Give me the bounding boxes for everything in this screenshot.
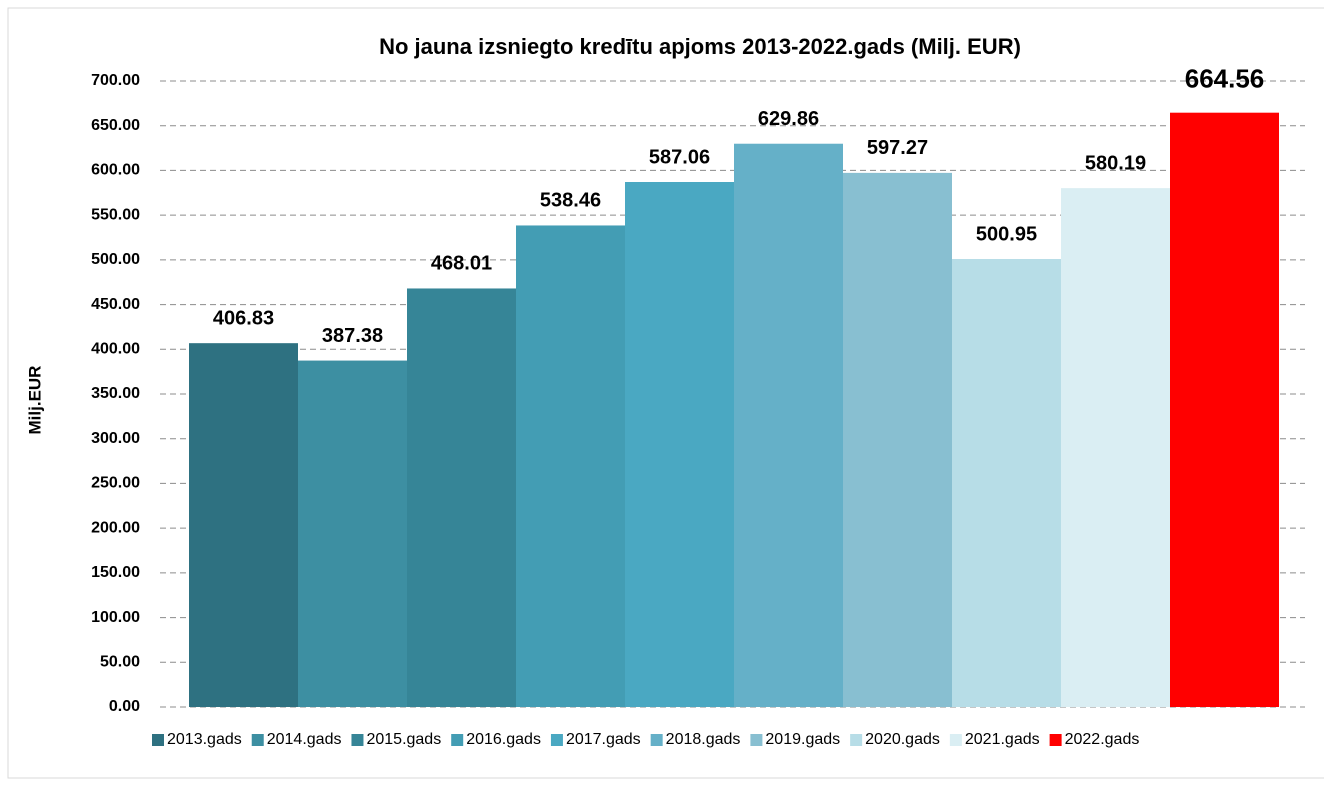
data-label: 664.56 <box>1185 64 1265 94</box>
legend-swatch <box>152 734 164 746</box>
bar <box>1061 188 1170 707</box>
data-label: 580.19 <box>1085 152 1146 174</box>
y-tick-label: 200.00 <box>91 519 140 536</box>
bar <box>843 172 952 707</box>
bar <box>407 288 516 707</box>
bar <box>189 343 298 707</box>
y-tick-label: 100.00 <box>91 609 140 626</box>
legend-swatch <box>949 734 962 746</box>
legend-label: 2017.gads <box>566 731 641 748</box>
chart-frame <box>7 7 1324 779</box>
legend-label: 2021.gads <box>965 731 1040 748</box>
legend-label: 2014.gads <box>267 731 342 748</box>
bar <box>625 182 734 708</box>
data-label: 406.83 <box>213 307 274 329</box>
data-label: 629.86 <box>758 108 819 130</box>
y-tick-label: 150.00 <box>91 564 140 581</box>
y-tick-label: 450.00 <box>91 296 140 313</box>
bar <box>952 259 1061 707</box>
data-label: 587.06 <box>649 146 710 168</box>
legend-swatch <box>251 734 264 746</box>
y-tick-label: 350.00 <box>91 385 140 402</box>
bar <box>1170 112 1279 708</box>
data-label: 500.95 <box>976 223 1037 245</box>
y-tick-label: 0.00 <box>109 698 140 715</box>
y-tick-label: 250.00 <box>91 475 140 492</box>
y-tick-label: 300.00 <box>91 430 140 447</box>
y-tick-label: 600.00 <box>91 162 140 179</box>
legend-label: 2013.gads <box>167 731 242 748</box>
y-tick-label: 400.00 <box>91 341 140 358</box>
legend-swatch <box>550 734 563 746</box>
legend-label: 2020.gads <box>865 731 940 748</box>
y-tick-label: 550.00 <box>91 206 140 223</box>
legend-label: 2022.gads <box>1065 731 1140 748</box>
data-label: 597.27 <box>867 137 928 159</box>
y-tick-label: 700.00 <box>91 72 140 89</box>
bar <box>298 360 407 707</box>
y-tick-label: 650.00 <box>91 117 140 134</box>
legend-swatch <box>850 734 863 746</box>
y-tick-label: 500.00 <box>91 251 140 268</box>
y-tick-label: 50.00 <box>100 654 140 671</box>
legend-label: 2016.gads <box>466 731 541 748</box>
data-label: 387.38 <box>322 325 383 347</box>
bar <box>516 225 625 707</box>
data-label: 468.01 <box>431 253 492 275</box>
bar <box>734 143 843 707</box>
legend-label: 2015.gads <box>366 731 441 748</box>
legend-swatch <box>750 734 763 746</box>
data-label: 538.46 <box>540 190 601 212</box>
legend-swatch <box>351 734 364 746</box>
y-axis-label: Milj.EUR <box>25 366 44 435</box>
legend-label: 2019.gads <box>765 731 840 748</box>
legend-swatch <box>1049 734 1062 746</box>
legend-swatch <box>451 734 464 746</box>
legend-label: 2018.gads <box>666 731 741 748</box>
legend-swatch <box>650 734 663 746</box>
chart-title: No jauna izsniegto kredītu apjoms 2013-2… <box>379 34 1021 59</box>
